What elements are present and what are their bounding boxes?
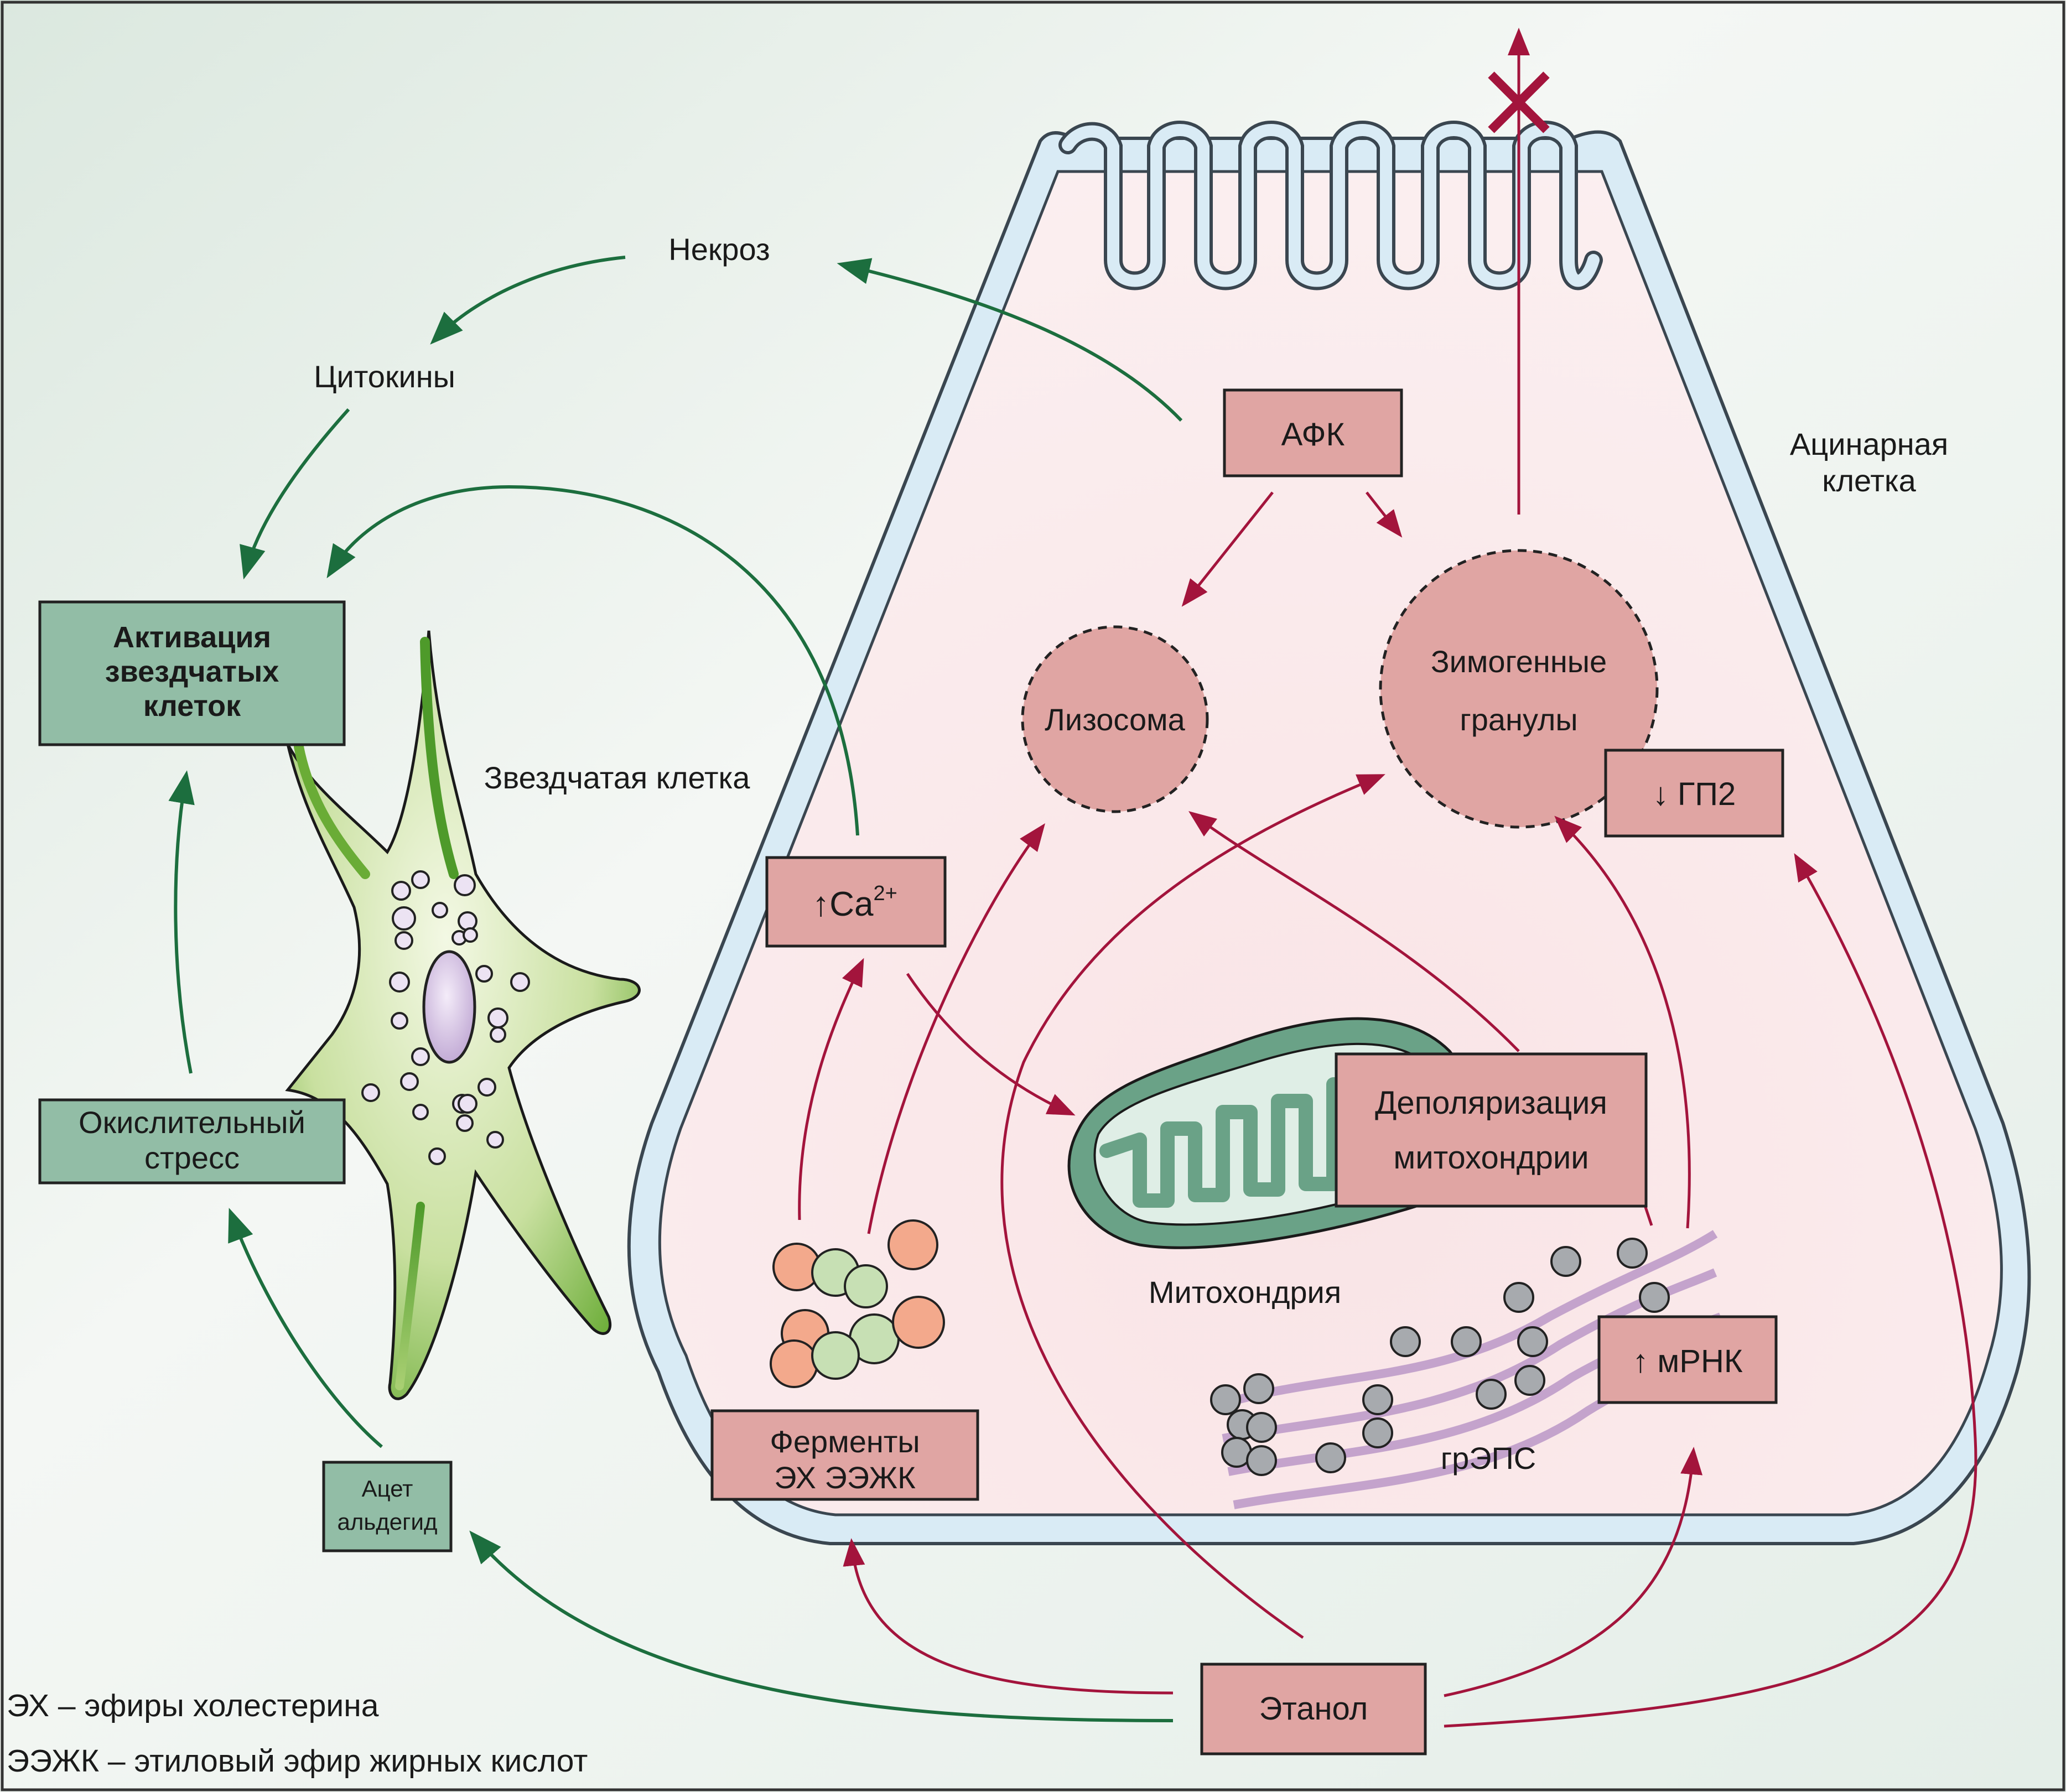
mrna-box <box>1597 1315 1778 1404</box>
zymogen-granule <box>1379 549 1659 829</box>
enzymes-line1: Ферменты <box>770 1424 920 1459</box>
acetaldehyde-box <box>322 1461 453 1552</box>
enzyme-granules <box>770 1219 945 1388</box>
stellate-activation-box <box>38 600 346 746</box>
enzymes-line2: ЭХ ЭЭЖК <box>774 1460 916 1495</box>
acinar-cell-line2: клетка <box>1822 463 1916 498</box>
ros-box <box>1223 388 1403 477</box>
depolarization-box <box>1335 1052 1648 1208</box>
stellate-activation-line2: звездчатых <box>105 655 279 688</box>
acinar-cell-line1: Ацинарная <box>1790 427 1948 461</box>
legend-item: ЭЭЖК – этиловый эфир жирных кислот <box>7 1743 588 1779</box>
arrow-calcium-to-activation <box>326 485 859 836</box>
acetaldehyde-line2: альдегид <box>338 1509 438 1535</box>
acinar-cytoplasm <box>658 170 2003 1516</box>
arrow-ros-to-necrosis <box>837 258 1183 422</box>
er-strand <box>1216 1230 1718 1410</box>
stellate-left-arm <box>294 742 370 879</box>
microvilli-inner <box>1062 124 1600 287</box>
red-arrows <box>798 28 1977 1728</box>
ribosomes <box>1210 1238 1670 1476</box>
arrow-cytokines-to-activation <box>240 408 350 580</box>
arrow-necrosis-to-cytokines <box>430 256 626 345</box>
zymogen-line2: гранулы <box>1460 702 1577 737</box>
cytokines-label: Цитокины <box>314 359 455 394</box>
calcium-superscript: 2+ <box>873 882 897 905</box>
stellate-lower-arm <box>395 1202 425 1390</box>
arrow-ethanol-to-gp2 <box>1444 853 1977 1728</box>
arrow-oxidative-to-activation <box>168 770 195 1074</box>
arrow-ethanol-to-enzymes <box>843 1538 1174 1695</box>
calcium-label: ↑Ca2+ <box>812 882 897 923</box>
stellate-activation-line3: клеток <box>143 689 241 723</box>
calcium-box <box>765 856 947 948</box>
ethanol-label: Этанол <box>1259 1691 1368 1727</box>
depolarization-line1: Деполяризация <box>1375 1085 1607 1121</box>
arrow-acetaldehyde-to-oxidative <box>228 1208 383 1448</box>
arrow-ros-to-zymogen <box>1366 491 1403 538</box>
mitochondrion-label: Митохондрия <box>1149 1275 1341 1310</box>
oxidative-stress-box <box>38 1098 346 1185</box>
depolarization-line2: митохондрии <box>1393 1140 1589 1176</box>
arrow-enzymes-to-calcium <box>798 958 864 1220</box>
oxidative-stress-line2: стресс <box>144 1140 240 1175</box>
enzymes-box <box>710 1409 979 1501</box>
arrow-ethanol-to-mrna <box>1444 1447 1703 1697</box>
arrow-ros-to-lysosome <box>1181 491 1274 607</box>
legend-item: ЭХ – эфиры холестерина <box>7 1688 379 1723</box>
gp2-label: ↓ ГП2 <box>1653 776 1736 812</box>
acinar-cell <box>627 121 2031 1545</box>
arrow-calcium-to-mitochondria <box>906 973 1076 1116</box>
lysosome-label: Лизосома <box>1045 702 1185 737</box>
lysosome <box>1021 625 1209 813</box>
necrosis-label: Некроз <box>668 232 770 267</box>
stellate-vesicles <box>361 870 530 1165</box>
calcium-main: ↑Ca <box>812 885 874 923</box>
arrow-enzymes-to-lysosome <box>867 823 1045 1234</box>
zymogen-line1: Зимогенные <box>1431 644 1607 679</box>
rer-label: грЭПС <box>1441 1441 1536 1476</box>
green-arrows <box>168 256 1183 1722</box>
arrow-depolarization-to-lysosome <box>1188 811 1520 1052</box>
stellate-activation-line1: Активация <box>113 621 271 654</box>
arrow-ethanol-to-zymogen <box>1000 774 1385 1639</box>
stellate-upper-arm <box>420 637 459 879</box>
arrow-ethanol-to-acetaldehyde <box>469 1530 1174 1722</box>
ethanol-box <box>1200 1663 1427 1755</box>
stellate-nucleus <box>422 950 476 1064</box>
acetaldehyde-line1: Ацет <box>362 1476 413 1502</box>
stellate-cell-label: Звездчатая клетка <box>484 760 751 795</box>
gp2-box <box>1604 749 1784 838</box>
block-x-icon <box>1488 71 1550 133</box>
oxidative-stress-line1: Окислительный <box>79 1105 305 1140</box>
ros-label: АФК <box>1281 417 1345 453</box>
arrow-mrna-to-zymogen <box>1554 816 1691 1229</box>
stellate-cell <box>285 630 641 1400</box>
mrna-label: ↑ мРНК <box>1632 1343 1743 1379</box>
